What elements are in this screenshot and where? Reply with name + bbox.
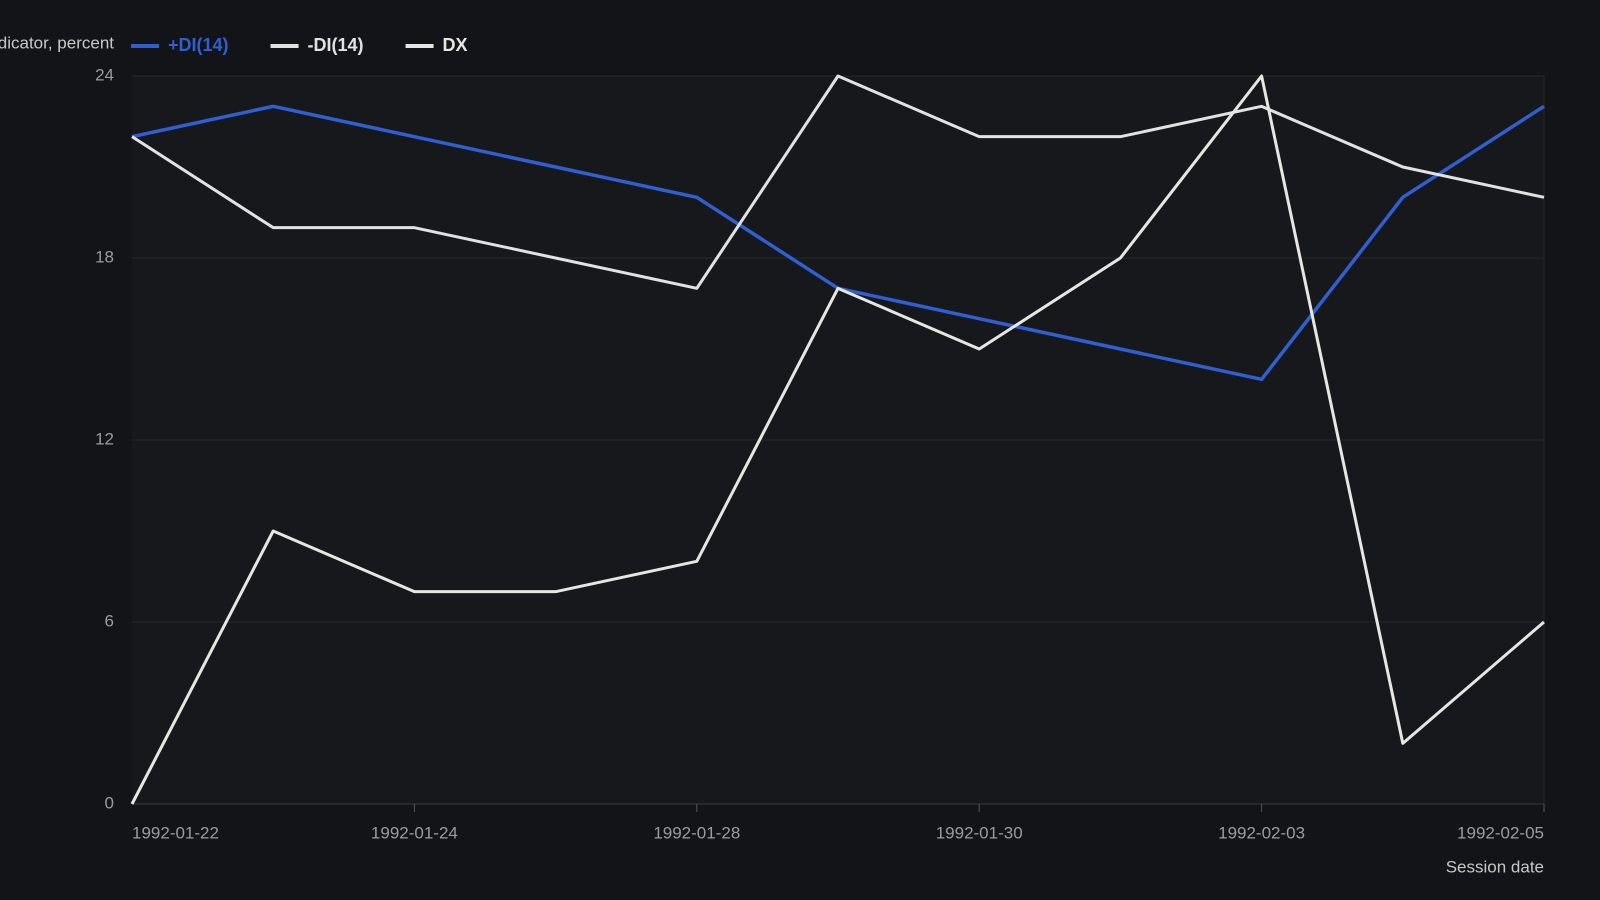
x-tick-label: 1992-02-05 [1457,823,1544,842]
legend-label: DX [443,35,468,55]
y-tick-label: 24 [95,65,114,84]
series-line [131,74,1545,290]
y-tick-label: 18 [95,247,114,266]
x-tick-label: 1992-02-03 [1218,823,1305,842]
x-tick-label: 1992-01-22 [132,823,219,842]
x-axis-title: Session date [1446,857,1544,876]
y-tick-label: 6 [105,611,114,630]
series-line [130,74,1545,805]
legend-label: +DI(14) [168,35,229,55]
x-tick-label: 1992-01-30 [936,823,1023,842]
y-tick-label: 12 [95,429,114,448]
y-axis-title: Indicator, percent [0,33,114,52]
y-tick-label: 0 [105,793,114,812]
x-tick-label: 1992-01-28 [653,823,740,842]
x-tick-label: 1992-01-24 [371,823,458,842]
legend-label: -DI(14) [308,35,364,55]
